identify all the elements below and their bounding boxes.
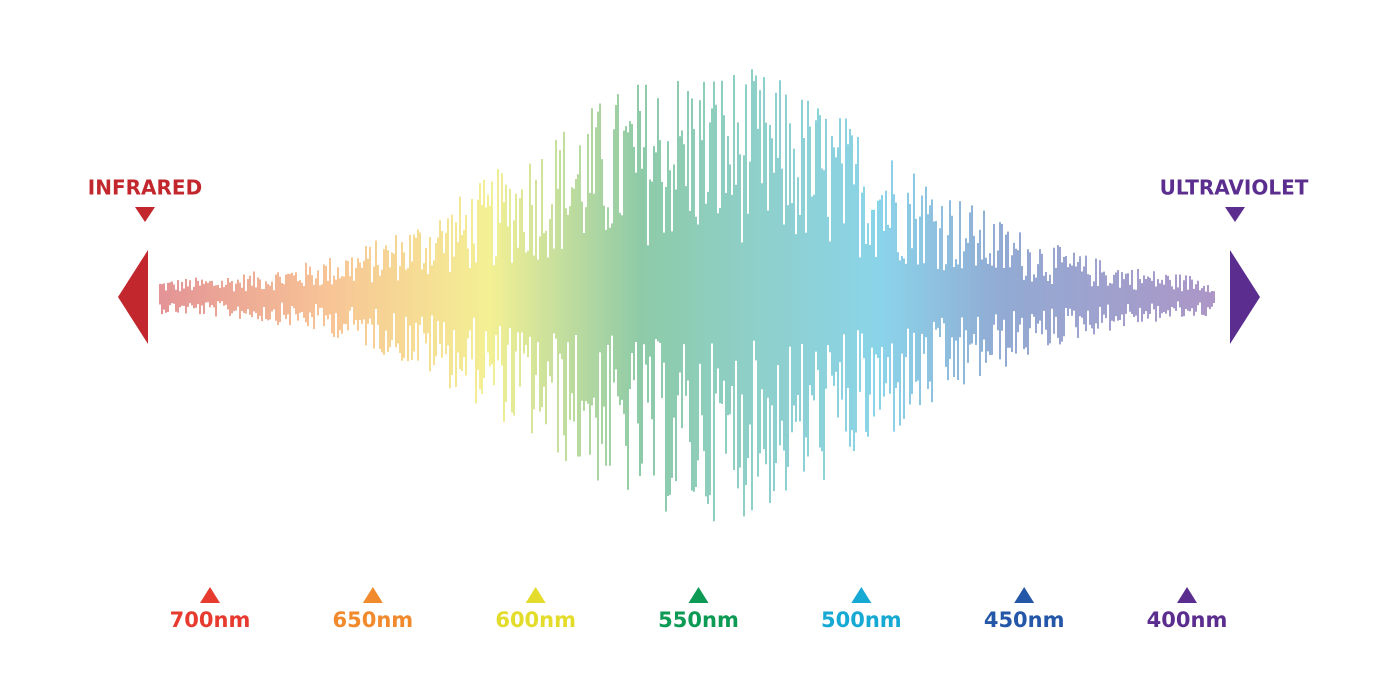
waveform	[159, 69, 1215, 522]
scale-marker	[525, 587, 546, 603]
wavelength-label: 550nm	[658, 608, 739, 632]
scale-marker	[1177, 587, 1197, 603]
scale-marker	[1014, 587, 1035, 603]
ultraviolet-label: ULTRAVIOLET	[1160, 176, 1309, 200]
wavelength-label: 450nm	[984, 608, 1065, 632]
wavelength-label: 400nm	[1147, 608, 1228, 632]
left-arrow	[118, 250, 148, 344]
left-pointer	[135, 207, 155, 222]
scale-marker	[851, 587, 872, 603]
wavelength-label: 600nm	[495, 608, 576, 632]
wavelength-scale: 700nm 650nm 600nm 550nm 500nm 450nm 400nm	[170, 587, 1228, 632]
wavelength-label: 700nm	[170, 608, 251, 632]
right-arrow	[1230, 250, 1260, 344]
infrared-label: INFRARED	[88, 176, 202, 200]
right-pointer	[1225, 207, 1245, 222]
scale-marker	[688, 587, 709, 603]
scale-marker	[200, 587, 220, 603]
wavelength-label: 500nm	[821, 608, 902, 632]
wavelength-label: 650nm	[332, 608, 413, 632]
scale-marker	[362, 587, 383, 603]
